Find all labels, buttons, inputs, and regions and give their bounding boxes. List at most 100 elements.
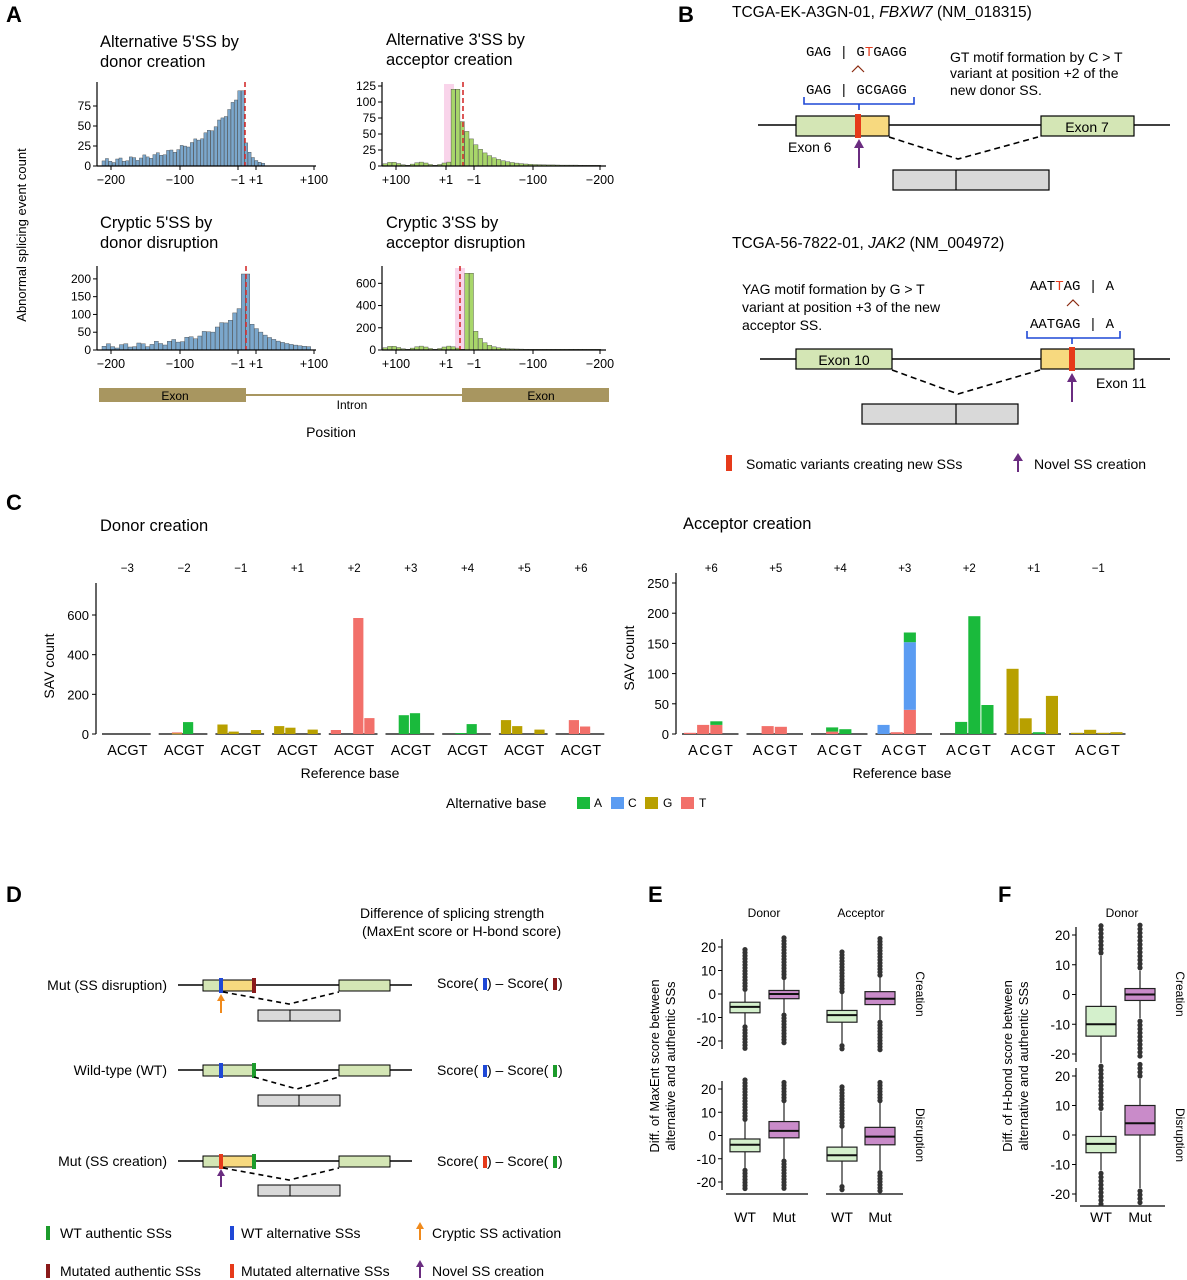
panel-c-label: C [6, 490, 22, 515]
hist-bar [193, 138, 197, 167]
row1-exon-left [202, 979, 222, 992]
hist-bar [254, 328, 259, 351]
legend-mut-auth-label: Mutated authentic SSs [60, 1263, 201, 1279]
f-ylabel-line1: Diff. of H-bond score between [1000, 980, 1015, 1152]
ref-base-group-label: ACGT [1075, 743, 1121, 759]
hist-bar [262, 334, 268, 351]
sav-bar-c [903, 642, 916, 710]
score1-a: Score( [437, 975, 479, 991]
ref-base-group-label: ACGT [277, 743, 317, 759]
hist-bar [219, 322, 224, 351]
box-y-tick-label: -20 [1050, 1187, 1070, 1202]
hist-bar [135, 160, 140, 167]
note2-line1: YAG motif formation by G > T [742, 281, 925, 297]
case2-title: TCGA-56-7822-01, JAK2 (NM_004972) [732, 235, 1004, 252]
note1-line3: new donor SS. [950, 82, 1042, 98]
hist-bar [251, 157, 255, 167]
box-outlier [1137, 1192, 1143, 1198]
bar-y-tick-label: 0 [82, 727, 89, 742]
f-x-wt: WT [1090, 1209, 1112, 1225]
panel-a: A Abnormal splicing event count Alternat… [6, 2, 614, 440]
f-ylabel-line2: alternative and authentic SSs [1016, 981, 1031, 1151]
hist-x-tick-label: −1 [467, 173, 481, 187]
box-outlier [1137, 922, 1143, 928]
hist-bar [183, 145, 187, 167]
legend-t-swatch [681, 797, 694, 809]
box-outlier [1098, 1063, 1104, 1069]
box-outlier [877, 1047, 883, 1053]
legend-mut-alt-label: Mutated alternative SSs [241, 1263, 390, 1279]
score3-wt-auth-swatch [553, 1156, 557, 1168]
position-label: −1 [234, 563, 247, 575]
box-y-tick-label: -10 [696, 1152, 716, 1167]
sav-bar-g [285, 727, 296, 734]
hist-bar [271, 339, 277, 351]
box-outlier [839, 1046, 845, 1052]
score2-b: ) – Score( [487, 1062, 549, 1078]
hist-bar [162, 154, 167, 167]
position-label: +2 [963, 563, 976, 575]
panel-a-ylabel: Abnormal splicing event count [14, 148, 29, 322]
box-wt [826, 1146, 858, 1162]
hist-y-tick-label: 50 [78, 119, 92, 133]
hist-y-tick-label: 200 [356, 321, 376, 335]
box-y-tick-label: -10 [696, 1011, 716, 1026]
e-ylabel-line1: Diff. of MaxEnt score between [647, 979, 662, 1152]
legend-novel-label: Novel SS creation [1034, 456, 1146, 472]
variant2-marker [1069, 347, 1075, 371]
hist-bar [154, 341, 159, 351]
acceptor-ylabel: SAV count [621, 625, 637, 690]
exon-left-label: Exon [161, 389, 188, 403]
hist-bar [254, 160, 259, 167]
sav-bar-t [171, 732, 183, 734]
hist-bar [267, 337, 272, 351]
legend-cryptic-label: Cryptic SS activation [432, 1225, 561, 1241]
box-y-tick-label: 10 [701, 1105, 716, 1120]
box-outlier [1137, 1030, 1143, 1036]
hist-y-tick-label: 600 [356, 276, 376, 290]
sav-bar-g [228, 731, 239, 734]
panel-d-title-line1: Difference of splicing strength [360, 905, 544, 921]
hist-y-tick-label: 125 [356, 79, 376, 93]
hist-y-tick-label: 75 [78, 99, 92, 113]
box-outlier [1098, 1174, 1104, 1180]
box-outlier [877, 935, 883, 942]
note2-line2: variant at position +3 of the new [742, 299, 941, 315]
box-outlier [1137, 1034, 1143, 1040]
ref-base-group-label: ACGT [817, 743, 863, 759]
box-outlier [839, 1084, 845, 1090]
box-outlier [1137, 1196, 1143, 1202]
bar-y-tick-label: 600 [67, 608, 89, 623]
ref-base-group-label: ACGT [107, 743, 147, 759]
box-y-tick-label: -20 [696, 1034, 716, 1049]
box-outlier [781, 935, 787, 941]
hist-bar [167, 341, 172, 351]
panel-d: D Difference of splicing strength (MaxEn… [6, 882, 563, 1279]
sav-bar-a [398, 715, 409, 734]
ref-base-group-label: ACGT [1011, 743, 1057, 759]
hist-bar [236, 308, 242, 351]
hist-bar [455, 88, 461, 167]
box-outlier [1137, 1053, 1143, 1059]
sav-bar-a [955, 721, 968, 734]
legend-a-swatch [577, 797, 590, 809]
ref-base-group-label: ACGT [882, 743, 928, 759]
hist-bar [149, 344, 155, 351]
sav-bar-g [500, 720, 512, 734]
position-label: +1 [291, 563, 304, 575]
bar-y-tick-label: 250 [647, 576, 669, 591]
hist-y-tick-label: 0 [84, 343, 91, 357]
hist-bar [180, 341, 185, 351]
hist-bar [469, 138, 474, 167]
box-y-tick-label: 20 [1055, 1069, 1070, 1084]
sav-bar-t [710, 724, 723, 734]
a4-title-line1: Cryptic 3'SS by [386, 214, 499, 232]
score3-mut-alt-swatch [483, 1156, 487, 1168]
hist-bar [496, 159, 501, 167]
box-y-tick-label: 0 [708, 1129, 716, 1144]
hist-bar [139, 157, 143, 167]
row3-wt-auth-ss [252, 1154, 256, 1169]
hist-bar [125, 160, 130, 167]
box-outlier [1098, 1098, 1104, 1104]
